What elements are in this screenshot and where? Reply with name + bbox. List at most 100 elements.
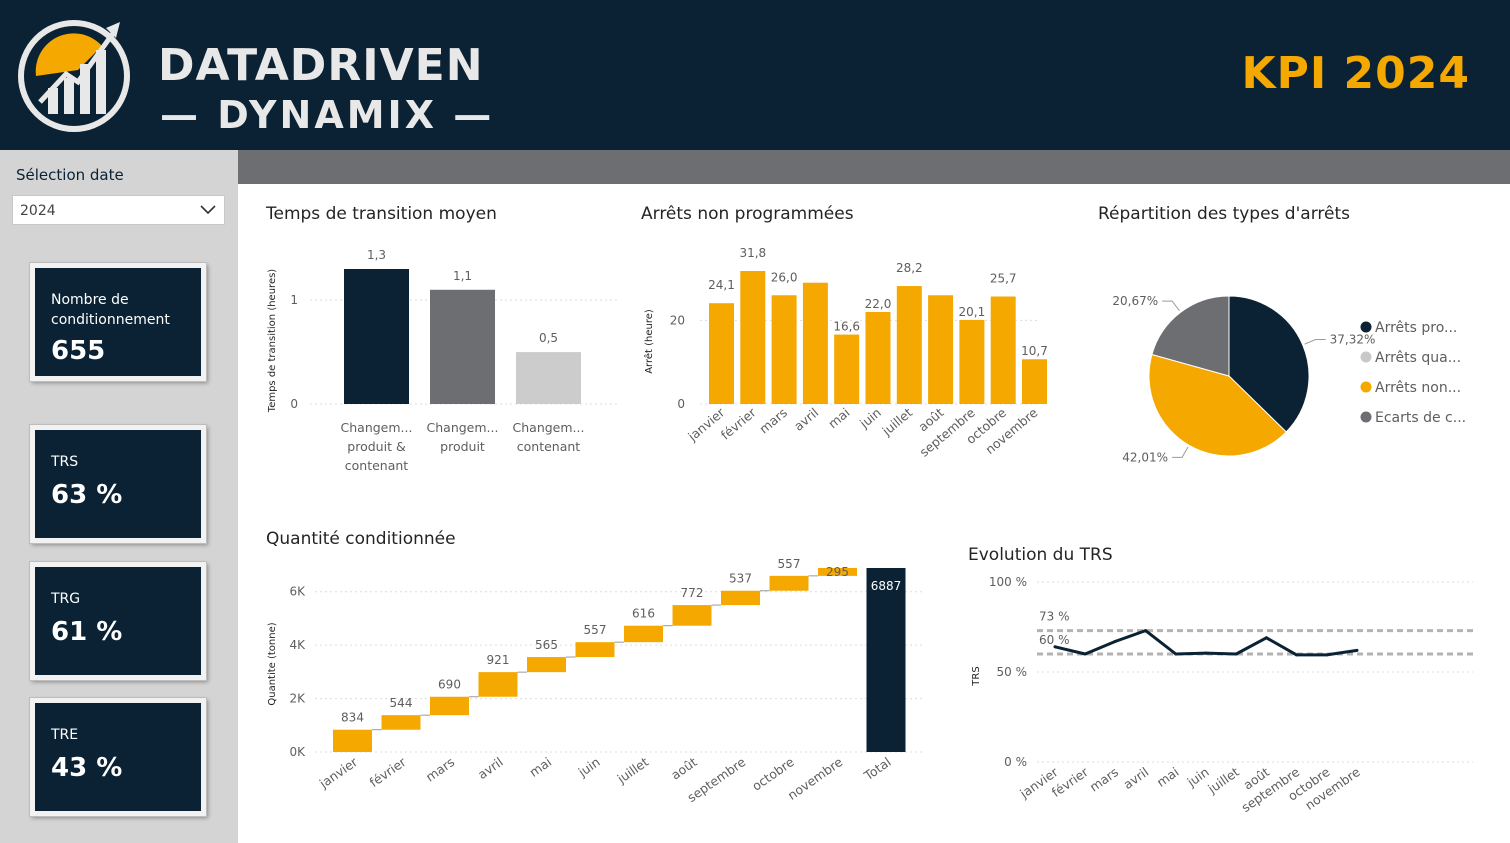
y-tick-label: 0 (677, 397, 685, 411)
x-tick-label: mars (756, 405, 790, 437)
data-label: 22,0 (865, 297, 892, 311)
legend-label: Arrêts pro... (1375, 320, 1457, 336)
x-tick-label: janvier (684, 404, 728, 444)
kpi-card-value: 655 (51, 336, 106, 366)
pie-slice (1151, 295, 1230, 377)
kpi-card-value: 63 % (51, 480, 123, 510)
bar (959, 319, 985, 404)
bar (624, 625, 663, 643)
pie-slice (1148, 353, 1287, 457)
bar (381, 715, 421, 730)
page-title: KPI 2024 (1241, 48, 1470, 99)
data-label: 565 (535, 638, 558, 652)
data-point (1083, 652, 1087, 656)
kpi-card-conditionnement: Nombre de conditionnement 655 (29, 262, 207, 382)
y-axis-title: Arrêt (heure) (643, 309, 655, 374)
data-label: 6887 (871, 579, 902, 593)
bar (769, 575, 809, 591)
bar (333, 729, 372, 752)
x-tick-label: produit (440, 439, 485, 454)
data-label: 537 (729, 572, 752, 586)
brand-name-line2: — DYNAMIX — (160, 93, 495, 137)
logo-emblem-icon (18, 20, 130, 132)
data-point (1234, 652, 1238, 656)
kpi-card-value: 43 % (51, 753, 123, 783)
data-point (1355, 648, 1359, 652)
series-line (1054, 629, 1358, 657)
x-tick-label: juillet (614, 754, 652, 787)
y-axis-title: Temps de transition (heures) (267, 269, 278, 414)
header-banner: DATADRIVEN — DYNAMIX — KPI 2024 (0, 0, 1510, 150)
kpi-card-trg: TRG 61 % (29, 561, 207, 681)
bar (344, 269, 409, 404)
reference-line-label: 73 % (1039, 610, 1070, 624)
reference-line-label: 60 % (1039, 633, 1070, 647)
kpi-card-label: TRS (51, 454, 79, 470)
x-tick-label: mars (423, 754, 457, 784)
x-tick-label: juillet (878, 405, 915, 439)
x-tick-label: Changem... (341, 420, 413, 435)
chart-title-arrets: Arrêts non programmées (641, 204, 854, 224)
data-label: 24,1 (708, 278, 735, 292)
leader-line (1304, 339, 1326, 345)
y-tick-label: 20 (670, 313, 685, 327)
bar (527, 657, 566, 673)
data-label: 28,2 (896, 261, 923, 275)
bar (818, 567, 857, 576)
legend-label: Ecarts de c... (1375, 410, 1466, 426)
legend-label: Arrêts non... (1375, 380, 1461, 396)
data-label: 20,67% (1112, 294, 1158, 308)
bar (740, 271, 766, 404)
data-label: 0,5 (539, 331, 558, 345)
bar (430, 289, 495, 404)
y-tick-label: 6K (289, 585, 306, 599)
y-axis-title: TRS (971, 666, 982, 686)
x-tick-label: février (367, 754, 410, 790)
data-point (1204, 651, 1208, 655)
bar (478, 672, 518, 697)
bar (771, 295, 797, 404)
chart-title-transition: Temps de transition moyen (266, 204, 497, 224)
data-label: 16,6 (833, 320, 860, 334)
kpi-card-label: conditionnement (51, 312, 170, 328)
x-tick-label: Changem... (513, 420, 585, 435)
kpi-card-trs: TRS 63 % (29, 424, 207, 544)
data-label: 10,7 (1021, 344, 1048, 358)
data-label: 42,01% (1122, 450, 1168, 464)
data-label: 690 (438, 678, 461, 692)
bar (990, 296, 1016, 404)
date-selection-dropdown[interactable]: 2024 (12, 195, 225, 225)
data-point (1113, 639, 1117, 643)
x-tick-label: avril (791, 405, 821, 434)
y-tick-label: 50 % (997, 665, 1028, 679)
date-selection-value: 2024 (20, 203, 56, 219)
bar (865, 311, 891, 404)
bar (709, 303, 734, 404)
x-tick-label: août (668, 754, 700, 782)
bar (802, 282, 828, 404)
bar (834, 334, 860, 404)
chart-title-trs: Evolution du TRS (968, 545, 1113, 565)
chart-title-quantite: Quantité conditionnée (266, 529, 456, 549)
brand-logo: DATADRIVEN — DYNAMIX — (18, 18, 518, 137)
bar (575, 642, 615, 658)
top-divider-bar (238, 150, 1510, 184)
chart-title-repartition: Répartition des types d'arrêts (1098, 204, 1350, 224)
x-tick-label: contenant (345, 458, 409, 473)
data-label: 20,1 (959, 305, 986, 319)
bar (928, 295, 954, 404)
data-point (1264, 636, 1268, 640)
legend-label: Arrêts qua... (1375, 350, 1461, 366)
data-label: 295 (826, 565, 849, 579)
data-label: 31,8 (739, 246, 766, 260)
bar (430, 696, 469, 716)
y-tick-label: 2K (289, 692, 306, 706)
bar (896, 286, 922, 404)
data-label: 26,0 (771, 270, 798, 284)
legend-marker (1360, 351, 1372, 363)
data-label: 834 (341, 711, 364, 725)
x-tick-label: produit & (347, 439, 406, 454)
data-point (1053, 645, 1057, 649)
y-tick-label: 0 (290, 397, 298, 411)
